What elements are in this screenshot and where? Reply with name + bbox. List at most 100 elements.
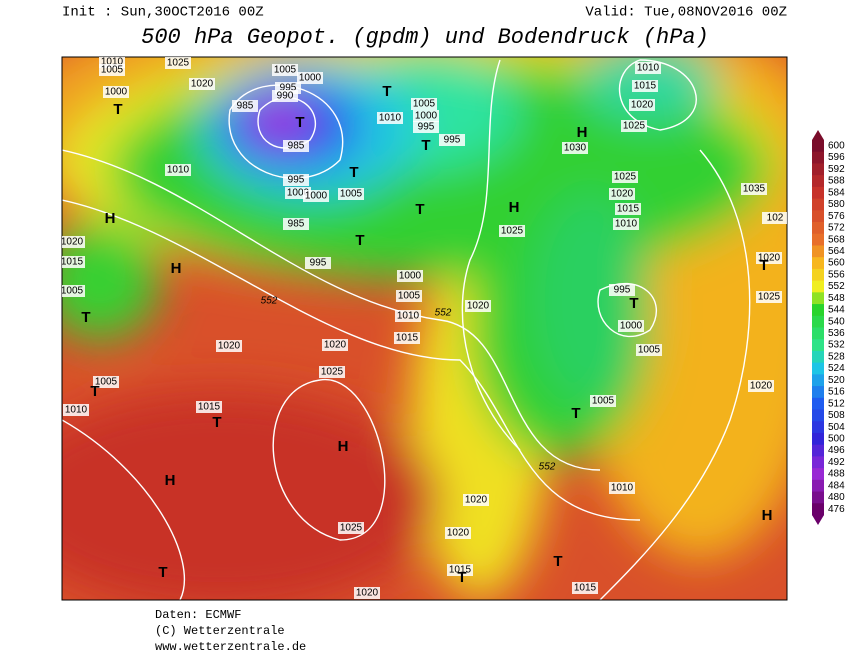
colorbar-label: 488 <box>828 469 845 480</box>
label-box <box>413 121 439 133</box>
colorbar-label: 528 <box>828 351 845 362</box>
pressure-center: T <box>382 83 391 100</box>
colorbar-label: 484 <box>828 480 845 491</box>
colorbar-label: 588 <box>828 176 845 187</box>
pressure-label: 1000 <box>399 271 422 282</box>
colorbar-swatch <box>812 315 824 328</box>
label-box <box>413 110 439 122</box>
label-box <box>232 100 258 112</box>
colorbar-label: 536 <box>828 328 845 339</box>
colorbar-label: 600 <box>828 141 845 152</box>
colorbar-swatch <box>812 198 824 211</box>
pressure-label: 1005 <box>95 377 118 388</box>
label-box <box>396 290 422 302</box>
source: Daten: ECMWF <box>155 608 241 622</box>
colorbar-label: 576 <box>828 211 845 222</box>
pressure-label: 1010 <box>101 57 124 68</box>
pressure-label: 1005 <box>638 345 661 356</box>
label-box <box>411 98 437 110</box>
pressure-label: 1020 <box>61 237 84 248</box>
pressure-label: 1005 <box>101 65 124 76</box>
pressure-label: 1025 <box>501 226 524 237</box>
label-box <box>62 285 85 297</box>
label-box <box>609 482 635 494</box>
colorbar-swatch <box>812 479 824 493</box>
pressure-label: 1020 <box>758 253 781 264</box>
pressure-label: 1020 <box>750 381 773 392</box>
colorbar-label: 556 <box>828 269 845 280</box>
label-box <box>499 225 525 237</box>
label-box <box>103 86 129 98</box>
geopot-label: 552 <box>539 462 556 473</box>
pressure-label: 1010 <box>65 405 88 416</box>
label-box <box>748 380 774 392</box>
colorbar-label: 572 <box>828 223 845 234</box>
colorbar-label: 492 <box>828 457 845 468</box>
pressure-center: H <box>338 438 349 455</box>
label-box <box>297 72 323 84</box>
label-box <box>283 174 309 186</box>
colorbar-label: 560 <box>828 258 845 269</box>
label-box <box>590 395 616 407</box>
pressure-label: 1020 <box>218 341 241 352</box>
colorbar-swatch <box>812 257 824 270</box>
pressure-center: T <box>759 257 768 274</box>
pressure-label: 1025 <box>167 58 190 69</box>
pressure-center: T <box>355 232 364 249</box>
colorbar-label: 564 <box>828 246 845 257</box>
colorbar-swatch <box>812 339 824 352</box>
colorbar-swatch <box>812 350 824 364</box>
colorbar-swatch <box>812 151 824 164</box>
label-box <box>636 344 662 356</box>
colorbar-swatch <box>812 210 824 223</box>
pressure-label: 1020 <box>324 340 347 351</box>
pressure-center: T <box>457 569 466 586</box>
colorbar-label: 532 <box>828 340 845 351</box>
pressure-center: H <box>509 199 520 216</box>
label-box <box>338 522 364 534</box>
colorbar-swatch <box>812 222 824 235</box>
pressure-center: T <box>415 201 424 218</box>
colorbar-swatch <box>812 163 824 176</box>
pressure-label: 1020 <box>447 528 470 539</box>
pressure-label: 1005 <box>592 396 615 407</box>
colorbar-label: 596 <box>828 152 845 163</box>
label-box <box>609 188 635 200</box>
pressure-label: 1010 <box>637 63 660 74</box>
pressure-label: 1020 <box>191 79 214 90</box>
colorbar-label: 580 <box>828 199 845 210</box>
label-box <box>322 339 348 351</box>
colorbar-label: 520 <box>828 375 845 386</box>
label-box <box>99 57 125 68</box>
label-box <box>395 310 421 322</box>
pressure-center: T <box>158 564 167 581</box>
pressure-center: T <box>349 164 358 181</box>
colorbar-swatch <box>812 397 824 411</box>
colorbar-label: 548 <box>828 293 845 304</box>
label-box <box>445 527 471 539</box>
label-box <box>377 112 403 124</box>
pressure-label: 1025 <box>340 523 363 534</box>
pressure-center: H <box>165 472 176 489</box>
pressure-label: 1030 <box>564 143 587 154</box>
pressure-label: 985 <box>237 101 254 112</box>
geopot-label: 552 <box>261 296 278 307</box>
pressure-label: 1005 <box>340 189 363 200</box>
label-box <box>635 62 661 74</box>
colorbar-label: 592 <box>828 164 845 175</box>
pressure-label: 995 <box>280 83 297 94</box>
init-time: Init : Sun,30OCT2016 00Z <box>62 5 264 21</box>
url: www.wetterzentrale.de <box>155 640 306 654</box>
pressure-label: 1020 <box>465 495 488 506</box>
pressure-label: 1010 <box>615 219 638 230</box>
colorbar-swatch <box>812 245 824 258</box>
pressure-center: T <box>553 553 562 570</box>
label-box <box>756 252 782 264</box>
colorbar-label: 568 <box>828 234 845 245</box>
label-box <box>618 320 644 332</box>
label-box <box>572 582 598 594</box>
pressure-label: 995 <box>310 258 327 269</box>
pressure-label: 1010 <box>397 311 420 322</box>
label-box <box>283 218 309 230</box>
